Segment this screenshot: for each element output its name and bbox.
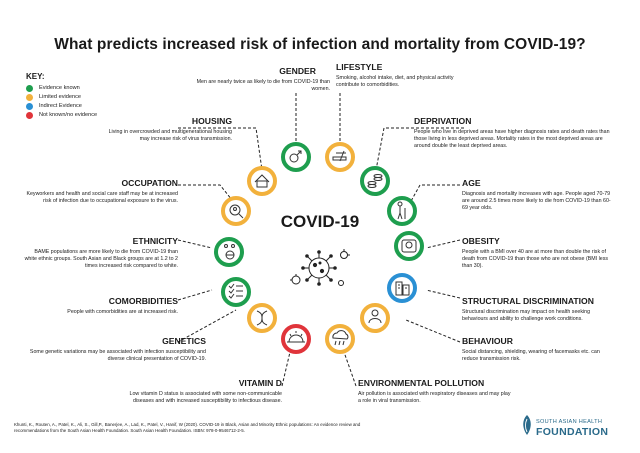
dna-icon [256,310,268,326]
structural-block: STRUCTURAL DISCRIMINATION Structural dis… [462,296,614,323]
ethnicity-text: BAME populations are more likely to die … [24,249,178,270]
legend-dot [26,112,33,119]
connector-lines [177,93,464,387]
deprivation-node [360,166,390,196]
gender-node [281,142,311,172]
legend-label: Evidence known [39,85,80,91]
housing-node [247,166,277,196]
deprivation-heading: DEPRIVATION [414,116,472,126]
cloud-rain-icon [332,330,349,346]
environmental-block: ENVIRONMENTAL POLLUTION Air pollution is… [358,378,514,405]
scale-icon [401,239,417,253]
house-icon [254,174,270,188]
logo-line2: FOUNDATION [536,426,609,438]
legend-label: Not known/no evidence [39,112,98,118]
checklist-icon [228,283,243,299]
obesity-block: OBESITY People with a BMI over 40 are at… [462,236,614,271]
legend-label: Indirect Evidence [39,103,82,109]
housing-block: HOUSING Living in overcrowded and multig… [104,116,232,143]
gender-heading: GENDER [279,66,316,76]
foundation-logo [523,415,531,435]
comorbidities-block: COMORBIDITIES People with comorbidities … [24,296,178,316]
deprivation-block: DEPRIVATION People who live in deprived … [414,116,614,151]
obesity-node [394,231,424,261]
buildings-icon [395,281,410,296]
legend-dot [26,103,33,110]
genetics-block: GENETICS Some genetic variations may be … [24,336,206,363]
ethnicity-block: ETHNICITY BAME populations are more like… [24,236,178,271]
genetics-heading: GENETICS [162,336,206,346]
age-node [387,196,417,226]
structural-heading: STRUCTURAL DISCRIMINATION [462,296,594,306]
obesity-text: People with a BMI over 40 are at more th… [462,249,609,270]
vitamind-text: Low vitamin D status is associated with … [129,391,283,405]
gender-text: Men are nearly twice as likely to die fr… [196,79,330,93]
genetics-node [247,303,277,333]
structural-text: Structural discrimination may impact on … [462,309,591,323]
obesity-heading: OBESITY [462,236,500,246]
behaviour-node [360,303,390,333]
legend-dot [26,94,33,101]
occupation-node [221,196,251,226]
gender-block: GENDER Men are nearly twice as likely to… [180,66,330,93]
environmental-text: Air pollution is associated with respira… [358,391,511,405]
legend-item: Limited evidence [26,93,97,102]
people-globe-icon [224,244,235,260]
behaviour-block: BEHAVIOUR Social distancing, shielding, … [462,336,614,363]
deprivation-text: People who live in deprived areas have h… [414,129,610,150]
environmental-node [325,324,355,354]
references: Khunti, K., Routen, A., Patel, K., Ali, … [14,422,361,434]
page-title: What predicts increased risk of infectio… [54,36,586,53]
occupation-text: Keyworkers and health and social care st… [26,191,178,205]
occupation-heading: OCCUPATION [121,178,179,188]
age-block: AGE Diagnosis and mortality increases wi… [462,178,614,213]
genetics-text: Some genetic variations may be associate… [29,349,206,363]
coins-icon [367,174,383,188]
lifestyle-text: Smoking, alcohol intake, diet, and physi… [336,75,454,89]
legend-label: Limited evidence [39,94,81,100]
environmental-heading: ENVIRONMENTAL POLLUTION [358,378,485,388]
behaviour-heading: BEHAVIOUR [462,336,513,346]
search-worker-icon [229,204,244,219]
comorbidities-text: People with comorbidities are at increas… [67,309,178,315]
housing-text: Living in overcrowded and multigeneratio… [108,129,232,143]
vitamind-block: VITAMIN D Low vitamin D status is associ… [124,378,283,405]
behaviour-text: Social distancing, shielding, wearing of… [462,349,600,363]
structural-node [387,273,417,303]
elderly-icon [397,201,406,220]
ethnicity-heading: ETHNICITY [132,236,178,246]
center-title: COVID-19 [280,212,360,231]
sun-icon [287,331,305,343]
vitamind-node [281,324,311,354]
age-text: Diagnosis and mortality increases with a… [462,191,611,212]
lifestyle-heading: LIFESTYLE [336,62,383,72]
gender-icon [289,150,302,163]
legend: KEY: Evidence known Limited evidence Ind… [26,72,97,120]
mask-icon [368,309,382,324]
factor-ring [214,142,424,354]
vitamind-heading: VITAMIN D [238,378,282,388]
virus-icon [290,249,350,286]
smoking-icon [332,150,347,162]
housing-heading: HOUSING [191,116,232,126]
logo-line1: SOUTH ASIAN HEALTH [536,419,603,425]
legend-item: Evidence known [26,84,97,93]
lifestyle-node [325,142,355,172]
legend-item: Not known/no evidence [26,111,97,120]
legend-title: KEY: [26,72,45,81]
comorbidities-node [221,277,251,307]
comorbidities-heading: COMORBIDITIES [108,296,178,306]
occupation-block: OCCUPATION Keyworkers and health and soc… [24,178,178,205]
legend-dot [26,85,33,92]
ethnicity-node [214,237,244,267]
age-heading: AGE [462,178,481,188]
lifestyle-block: LIFESTYLE Smoking, alcohol intake, diet,… [336,62,476,89]
legend-item: Indirect Evidence [26,102,97,111]
